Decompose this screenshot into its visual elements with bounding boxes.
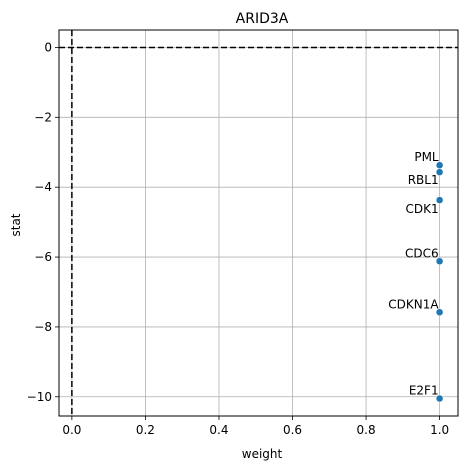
data-point-rbl1 bbox=[435, 168, 444, 176]
point-label-e2f1: E2F1 bbox=[409, 384, 439, 398]
point-label-cdkn1a: CDKN1A bbox=[388, 297, 439, 311]
chart-title: ARID3A bbox=[236, 11, 289, 27]
x-tick-label: 0.2 bbox=[136, 423, 155, 437]
y-tick-label: −4 bbox=[34, 180, 52, 194]
point-label-cdk1: CDK1 bbox=[405, 202, 438, 216]
y-tick-label: −6 bbox=[34, 250, 52, 264]
x-axis-label: weight bbox=[242, 447, 283, 461]
y-tick-label: 0 bbox=[44, 40, 52, 54]
y-tick-label: −10 bbox=[27, 390, 52, 404]
data-point-cdk1 bbox=[435, 196, 444, 204]
reference-lines bbox=[59, 30, 458, 416]
y-tick-label: −2 bbox=[34, 110, 52, 124]
point-label-cdc6: CDC6 bbox=[405, 246, 439, 260]
grid bbox=[59, 30, 458, 416]
x-tick-label: 1.0 bbox=[430, 423, 449, 437]
point-label-rbl1: RBL1 bbox=[408, 173, 439, 187]
data-point-e2f1 bbox=[435, 394, 444, 403]
y-axis-ticks: 0 −2 −4 −6 −8 −10 bbox=[27, 40, 59, 404]
y-tick-label: −8 bbox=[34, 320, 52, 334]
data-point-cdkn1a bbox=[435, 308, 444, 317]
y-axis-label: stat bbox=[9, 213, 23, 236]
plot-frame bbox=[58, 29, 459, 417]
x-tick-label: 0.8 bbox=[357, 423, 376, 437]
x-tick-label: 0.0 bbox=[62, 423, 81, 437]
point-label-pml: PML bbox=[414, 150, 439, 164]
x-tick-label: 0.6 bbox=[283, 423, 302, 437]
x-tick-label: 0.4 bbox=[209, 423, 228, 437]
data-points bbox=[435, 161, 444, 403]
data-point-cdc6 bbox=[435, 257, 444, 266]
point-labels: PML RBL1 CDK1 CDC6 CDKN1A E2F1 bbox=[388, 150, 439, 397]
x-axis-ticks: 0.0 0.2 0.4 0.6 0.8 1.0 bbox=[62, 416, 449, 437]
